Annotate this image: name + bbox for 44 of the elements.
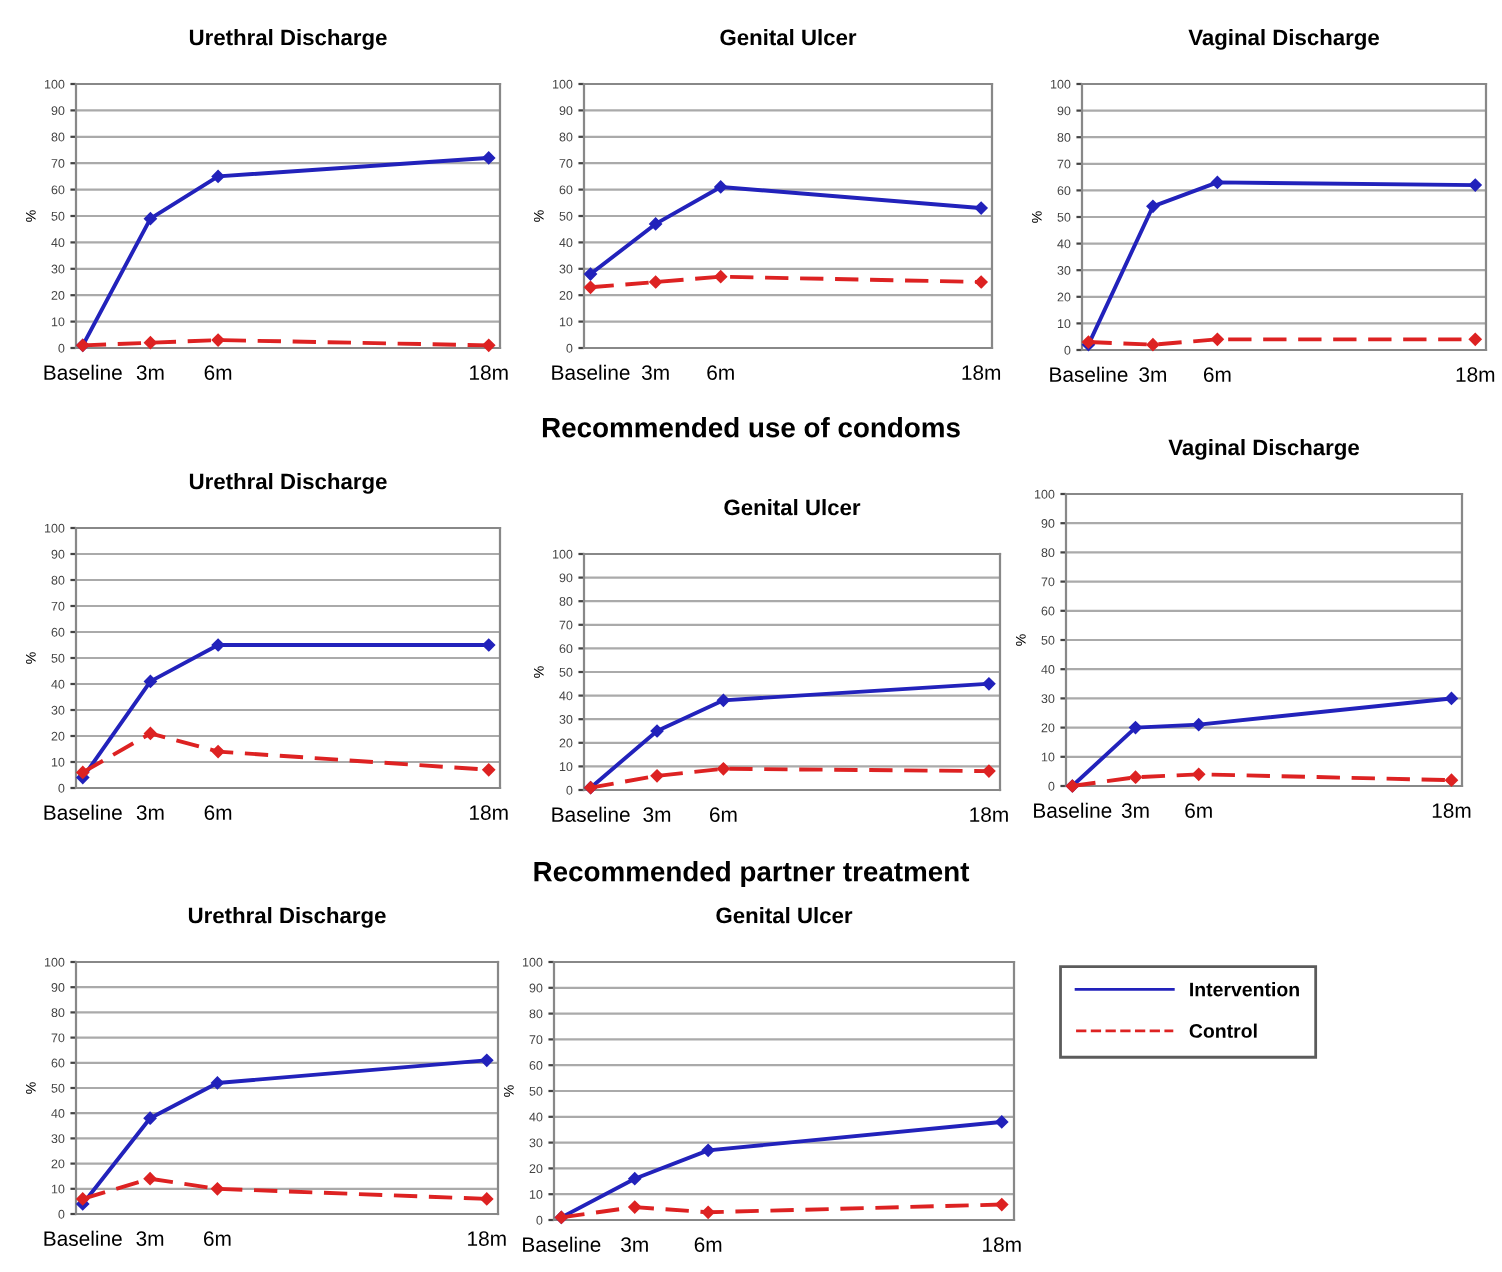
x-tick-label: 3m — [1139, 367, 1167, 382]
x-tick-label: 18m — [970, 807, 1008, 822]
x-tick-label: 3m — [136, 365, 164, 380]
x-tick-label: Baseline — [1034, 802, 1112, 818]
x-tick-label: 3m — [1121, 803, 1149, 818]
x-tick-label: Baseline — [1050, 366, 1128, 382]
chart-title: Urethral Discharge — [189, 29, 387, 50]
x-tick-label: Baseline — [44, 804, 122, 820]
text: Recommended partner treatment — [534, 861, 970, 887]
x-tick-label: Baseline — [523, 1236, 601, 1252]
x-tick-label: 6m — [204, 1231, 231, 1246]
x-tick-label: 3m — [136, 1231, 164, 1246]
chart-title: Urethral Discharge — [188, 907, 386, 928]
x-tick-label: 6m — [204, 805, 232, 820]
x-tick-label: 18m — [470, 365, 508, 380]
x-tick-label: 18m — [983, 1237, 1021, 1252]
x-tick-label: Baseline — [44, 1230, 122, 1246]
x-tick-label: 18m — [470, 805, 508, 820]
x-tick-label: 3m — [136, 805, 164, 820]
x-tick-label: 6m — [707, 365, 734, 380]
text: Control — [1189, 1023, 1257, 1038]
chart-title: Urethral Discharge — [189, 473, 387, 494]
x-tick-label: 18m — [1432, 803, 1471, 818]
x-tick-label: Baseline — [44, 364, 122, 380]
x-tick-label: Baseline — [552, 364, 630, 380]
x-tick-label: 6m — [1203, 367, 1231, 382]
x-tick-label: 6m — [1185, 803, 1212, 818]
x-tick-label: 18m — [1456, 367, 1495, 382]
x-tick-label: 3m — [643, 807, 671, 822]
x-tick-label: 3m — [641, 365, 669, 380]
x-tick-label: 18m — [468, 1231, 506, 1246]
x-tick-label: Baseline — [552, 806, 630, 822]
x-tick-label: 18m — [962, 365, 1001, 380]
chart-title: Vaginal Discharge — [1188, 29, 1379, 50]
x-tick-label: 6m — [709, 807, 737, 822]
chart-title: Genital Ulcer — [716, 907, 853, 924]
chart-title: Genital Ulcer — [720, 29, 857, 46]
chart-title: Genital Ulcer — [724, 499, 861, 516]
x-tick-label: 3m — [621, 1237, 648, 1252]
text: Recommended use of condoms — [542, 417, 960, 438]
x-tick-label: 6m — [694, 1237, 722, 1252]
x-tick-label: 6m — [204, 365, 232, 380]
chart-title: Vaginal Discharge — [1168, 439, 1359, 460]
text: Intervention — [1190, 982, 1299, 997]
